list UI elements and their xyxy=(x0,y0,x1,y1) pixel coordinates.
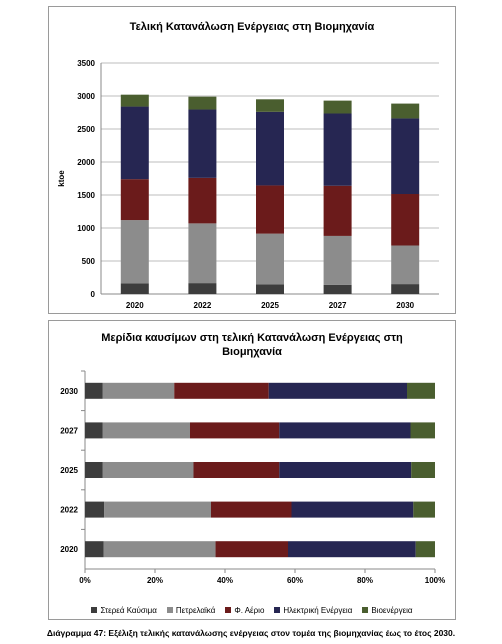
y-tick-label: 2027 xyxy=(60,426,78,435)
bar-πετρελαϊκά-2020 xyxy=(103,541,216,558)
bar-πετρελαϊκά-2022 xyxy=(104,501,211,518)
x-tick-label: 60% xyxy=(287,576,303,585)
bar-βιοενέργεια-2020 xyxy=(415,541,435,558)
x-tick-label: 80% xyxy=(357,576,373,585)
bar-φ-αέριο-2027 xyxy=(190,422,280,439)
bar-πετρελαϊκά-2030 xyxy=(102,382,175,399)
chart-title: Τελική Κατανάλωση Ενέργειας στη Βιομηχαν… xyxy=(129,21,375,33)
bar-πετρελαϊκά-2025 xyxy=(256,233,284,285)
bar-ηλεκτρική-ενέργεια-2027 xyxy=(323,113,352,186)
legend-swatch xyxy=(91,607,98,613)
x-tick-label: 20% xyxy=(147,576,163,585)
bar-βιοενέργεια-2025 xyxy=(411,462,435,478)
legend-swatch xyxy=(225,607,232,613)
bar-στερεά-καύσιμα-2025 xyxy=(256,284,284,294)
x-tick-label: 40% xyxy=(217,576,233,585)
y-tick-label: 2025 xyxy=(60,466,78,475)
bar-βιοενέργεια-2022 xyxy=(188,96,217,110)
legend-label: Στερεά Καύσιμα xyxy=(100,606,157,615)
bar-φ-αέριο-2022 xyxy=(188,177,217,224)
bar-πετρελαϊκά-2025 xyxy=(102,462,194,478)
bar-πετρελαϊκά-2027 xyxy=(323,235,352,285)
bar-στερεά-καύσιμα-2027 xyxy=(323,284,352,294)
y-tick-label: 1000 xyxy=(77,224,95,233)
legend-item-ηλεκτρική-ενέργεια: Ηλεκτρική Ενέργεια xyxy=(274,606,352,615)
bar-στερεά-καύσιμα-2027 xyxy=(85,422,103,439)
legend-label: Φ. Αέριο xyxy=(234,606,265,615)
legend: Στερεά Καύσιμα Πετρελαϊκά Φ. Αέριο Ηλεκτρικ… xyxy=(49,606,455,615)
bar-ηλεκτρική-ενέργεια-2020 xyxy=(288,541,416,558)
legend-label: Πετρελαϊκά xyxy=(175,606,216,615)
legend-item-στερεά-καύσιμα: Στερεά Καύσιμα xyxy=(91,606,157,615)
bar-φ-αέριο-2020 xyxy=(120,179,149,221)
x-tick-label: 2022 xyxy=(194,301,212,310)
legend-item-βιοενέργεια: Βιοενέργεια xyxy=(362,606,413,615)
x-tick-label: 100% xyxy=(425,576,445,585)
bar-φ-αέριο-2027 xyxy=(323,185,352,236)
bar-ηλεκτρική-ενέργεια-2030 xyxy=(391,118,420,195)
legend-swatch xyxy=(274,607,281,613)
bar-φ-αέριο-2025 xyxy=(256,185,284,234)
bar-βιοενέργεια-2025 xyxy=(256,99,284,112)
bar-ηλεκτρική-ενέργεια-2020 xyxy=(120,106,149,180)
bar-πετρελαϊκά-2027 xyxy=(102,422,190,439)
y-tick-label: 500 xyxy=(82,257,96,266)
y-tick-label: 1500 xyxy=(77,191,95,200)
bar-στερεά-καύσιμα-2022 xyxy=(188,283,217,294)
bar-στερεά-καύσιμα-2020 xyxy=(85,541,104,558)
bar-βιοενέργεια-2030 xyxy=(407,382,435,399)
x-tick-label: 0% xyxy=(79,576,91,585)
bar-ηλεκτρική-ενέργεια-2022 xyxy=(291,501,414,518)
bar-πετρελαϊκά-2022 xyxy=(188,223,217,284)
bar-στερεά-καύσιμα-2022 xyxy=(85,501,105,518)
x-tick-label: 2025 xyxy=(261,301,279,310)
bar-ηλεκτρική-ενέργεια-2025 xyxy=(256,111,284,186)
bar-φ-αέριο-2025 xyxy=(193,462,280,478)
legend-swatch xyxy=(166,607,173,613)
consumption-chart: 0 500 1000 1500 2000 2500 3000 3500 ktoe 2020 2022… xyxy=(57,59,439,310)
bar-ηλεκτρική-ενέργεια-2022 xyxy=(188,109,217,178)
bar-πετρελαϊκά-2020 xyxy=(120,220,149,284)
legend-swatch xyxy=(362,607,369,613)
y-tick-label: 0 xyxy=(91,290,96,299)
chart-title: Μερίδια καυσίμων στη τελική Κατανάλωση Ε… xyxy=(101,332,403,358)
bar-βιοενέργεια-2027 xyxy=(410,422,435,439)
bar-πετρελαϊκά-2030 xyxy=(391,245,420,285)
legend-label: Βιοενέργεια xyxy=(371,606,413,615)
y-tick-label: 2022 xyxy=(60,506,78,515)
bar-φ-αέριο-2020 xyxy=(215,541,288,558)
bar-βιοενέργεια-2022 xyxy=(413,501,435,518)
figure-caption: Διάγραμμα 47: Εξέλιξη τελικής κατανάλωση… xyxy=(46,628,456,638)
y-axis-label: ktoe xyxy=(57,170,66,187)
bar-φ-αέριο-2022 xyxy=(211,501,292,518)
bar-ηλεκτρική-ενέργεια-2025 xyxy=(279,462,412,478)
bar-ηλεκτρική-ενέργεια-2030 xyxy=(268,382,407,399)
y-tick-label: 2030 xyxy=(60,387,78,396)
bar-στερεά-καύσιμα-2025 xyxy=(85,462,103,478)
x-tick-label: 2020 xyxy=(126,301,144,310)
shares-chart: 0% 20% 40% 60% 80% 100% 2030 2027 2025 2022 2020 xyxy=(60,370,445,585)
chart-panel-shares: Μερίδια καυσίμων στη τελική Κατανάλωση Ε… xyxy=(48,320,456,620)
bar-στερεά-καύσιμα-2020 xyxy=(120,283,149,294)
bar-στερεά-καύσιμα-2030 xyxy=(85,382,103,399)
chart-panel-consumption: Τελική Κατανάλωση Ενέργειας στη Βιομηχαν… xyxy=(48,6,456,314)
y-tick-label: 2000 xyxy=(77,158,95,167)
x-tick-label: 2027 xyxy=(329,301,347,310)
bar-βιοενέργεια-2030 xyxy=(391,103,420,119)
x-tick-label: 2030 xyxy=(396,301,414,310)
bar-βιοενέργεια-2027 xyxy=(323,100,352,114)
bar-βιοενέργεια-2020 xyxy=(120,94,149,107)
bar-ηλεκτρική-ενέργεια-2027 xyxy=(279,422,411,439)
bar-στερεά-καύσιμα-2030 xyxy=(391,284,420,294)
y-tick-label: 3500 xyxy=(77,59,95,68)
y-tick-label: 2500 xyxy=(77,125,95,134)
y-tick-label: 3000 xyxy=(77,92,95,101)
legend-label: Ηλεκτρική Ενέργεια xyxy=(283,606,353,615)
y-tick-label: 2020 xyxy=(60,545,78,554)
legend-item-φ-αέριο: Φ. Αέριο xyxy=(225,606,264,615)
bar-φ-αέριο-2030 xyxy=(391,194,420,246)
legend-item-πετρελαϊκά: Πετρελαϊκά xyxy=(166,606,216,615)
bar-φ-αέριο-2030 xyxy=(174,382,269,399)
